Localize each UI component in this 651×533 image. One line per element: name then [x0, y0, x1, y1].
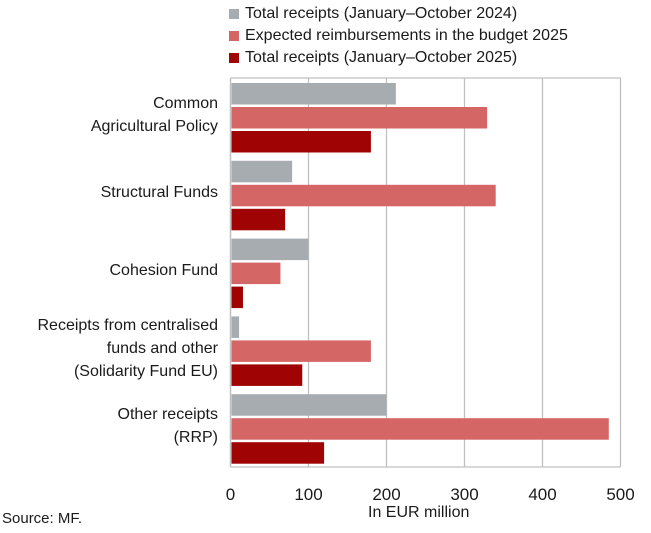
legend-label-2025: Total receipts (January–October 2025) [245, 49, 518, 66]
legend-label-expected-2025: Expected reimbursements in the budget 20… [245, 27, 568, 44]
x-tick-label: 0 [226, 485, 235, 504]
category-label-line: Agricultural Policy [90, 117, 218, 135]
legend-item-2025: Total receipts (January–October 2025) [229, 47, 568, 69]
bar-2025 [231, 364, 303, 386]
legend-swatch-2024 [229, 9, 239, 19]
legend-swatch-expected-2025 [229, 31, 239, 41]
x-tick-label: 100 [294, 485, 322, 504]
category-label-line: funds and other [106, 339, 218, 357]
category-label-line: Common [153, 94, 218, 112]
legend-item-2024: Total receipts (January–October 2024) [229, 3, 568, 25]
category-label: Common Agricultural Policy [91, 92, 218, 138]
legend-label-2024: Total receipts (January–October 2024) [245, 5, 518, 22]
bar-2025 [231, 208, 286, 231]
bar-expected-2025 [231, 262, 281, 285]
bar-2025 [231, 442, 325, 464]
category-label-line: (RRP) [173, 429, 218, 447]
bar-2024 [231, 83, 396, 105]
category-label-line: Structural Funds [100, 184, 218, 202]
category-label: Other receipts (RRP) [118, 403, 218, 449]
x-tick-label: 200 [372, 485, 400, 504]
bar-2024 [231, 316, 240, 338]
category-label-line: (Solidarity Fund EU) [73, 362, 218, 380]
bar-2025 [231, 286, 243, 309]
category-label: Receipts from centralised funds and other… [37, 314, 218, 383]
bar-expected-2025 [231, 418, 609, 440]
bar-2025 [231, 131, 371, 153]
category-label: Structural Funds [101, 181, 218, 204]
legend-swatch-2025 [229, 53, 239, 63]
x-tick-label: 500 [606, 485, 634, 504]
category-label-line: Cohesion Fund [109, 262, 218, 279]
x-tick-label: 300 [450, 485, 478, 504]
bar-2024 [231, 160, 293, 183]
bar-expected-2025 [231, 107, 488, 129]
bar-2024 [231, 394, 387, 416]
legend: Total receipts (January–October 2024) Ex… [229, 3, 568, 69]
legend-item-expected-2025: Expected reimbursements in the budget 20… [229, 25, 568, 47]
category-label-line: Receipts from centralised [37, 316, 218, 334]
x-axis-title: In EUR million [368, 504, 470, 521]
category-label-line: Other receipts [117, 406, 218, 424]
bar-expected-2025 [231, 184, 496, 207]
bar-2024 [231, 238, 309, 261]
x-tick-label: 400 [528, 485, 556, 504]
bar-expected-2025 [231, 340, 371, 362]
category-label: Cohesion Fund [109, 259, 218, 282]
source-note: Source: MF. [2, 510, 83, 527]
